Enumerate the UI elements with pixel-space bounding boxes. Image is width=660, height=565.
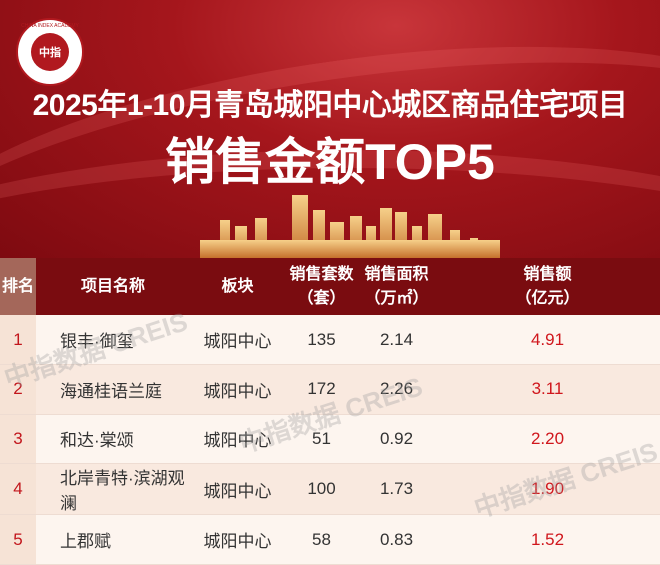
block-cell: 城阳中心 bbox=[190, 315, 285, 366]
rank-cell: 4 bbox=[0, 463, 36, 516]
header-amount: 销售额 （亿元） bbox=[435, 258, 660, 315]
block-cell: 城阳中心 bbox=[190, 364, 285, 415]
units-cell: 172 bbox=[285, 364, 358, 415]
skyline-illustration bbox=[200, 195, 500, 258]
block-cell: 城阳中心 bbox=[190, 514, 285, 565]
area-cell: 1.73 bbox=[358, 463, 435, 516]
header-block: 板块 bbox=[190, 258, 285, 315]
header-units: 销售套数 （套） bbox=[285, 258, 358, 315]
header-rank: 排名 bbox=[0, 258, 36, 315]
banner: CHINA INDEX ACADEMY 中指 2025年1-10月青岛城阳中心城… bbox=[0, 0, 660, 258]
area-cell: 2.14 bbox=[358, 315, 435, 366]
header-name: 项目名称 bbox=[36, 258, 190, 315]
table-row: 3 和达·棠颂 城阳中心 51 0.92 2.20 bbox=[0, 414, 660, 465]
table-header-row: 排名 项目名称 板块 销售套数 （套） 销售面积 （万㎡） 销售额 （亿元） bbox=[0, 258, 660, 315]
table-row: 4 北岸青特·滨湖观澜 城阳中心 100 1.73 1.90 bbox=[0, 463, 660, 516]
logo: CHINA INDEX ACADEMY 中指 bbox=[16, 18, 84, 86]
table-row: 2 海通桂语兰庭 城阳中心 172 2.26 3.11 bbox=[0, 364, 660, 415]
title-line1: 2025年1-10月青岛城阳中心城区商品住宅项目 bbox=[32, 89, 628, 122]
rank-cell: 3 bbox=[0, 414, 36, 465]
table-row: 5 上郡赋 城阳中心 58 0.83 1.52 bbox=[0, 514, 660, 565]
units-cell: 58 bbox=[285, 514, 358, 565]
area-cell: 2.26 bbox=[358, 364, 435, 415]
amount-cell: 2.20 bbox=[435, 414, 660, 465]
rank-cell: 2 bbox=[0, 364, 36, 415]
table-row: 1 银丰·御玺 城阳中心 135 2.14 4.91 bbox=[0, 315, 660, 366]
project-name-cell: 海通桂语兰庭 bbox=[36, 364, 190, 415]
rank-cell: 5 bbox=[0, 514, 36, 565]
block-cell: 城阳中心 bbox=[190, 463, 285, 516]
amount-cell: 1.90 bbox=[435, 463, 660, 516]
units-cell: 51 bbox=[285, 414, 358, 465]
project-name-cell: 银丰·御玺 bbox=[36, 315, 190, 366]
project-name-cell: 上郡赋 bbox=[36, 514, 190, 565]
block-cell: 城阳中心 bbox=[190, 414, 285, 465]
sales-table: 排名 项目名称 板块 销售套数 （套） 销售面积 （万㎡） 销售额 （亿元） 1… bbox=[0, 258, 660, 565]
header-area: 销售面积 （万㎡） bbox=[358, 258, 435, 315]
logo-mark: 中指 bbox=[31, 33, 69, 71]
amount-cell: 4.91 bbox=[435, 315, 660, 366]
area-cell: 0.92 bbox=[358, 414, 435, 465]
area-cell: 0.83 bbox=[358, 514, 435, 565]
units-cell: 135 bbox=[285, 315, 358, 366]
project-name-cell: 和达·棠颂 bbox=[36, 414, 190, 465]
project-name-cell: 北岸青特·滨湖观澜 bbox=[36, 463, 190, 516]
amount-cell: 3.11 bbox=[435, 364, 660, 415]
title-line2: 销售金额TOP5 bbox=[165, 134, 495, 190]
units-cell: 100 bbox=[285, 463, 358, 516]
rank-cell: 1 bbox=[0, 315, 36, 366]
logo-ring-text: CHINA INDEX ACADEMY bbox=[21, 23, 79, 29]
amount-cell: 1.52 bbox=[435, 514, 660, 565]
